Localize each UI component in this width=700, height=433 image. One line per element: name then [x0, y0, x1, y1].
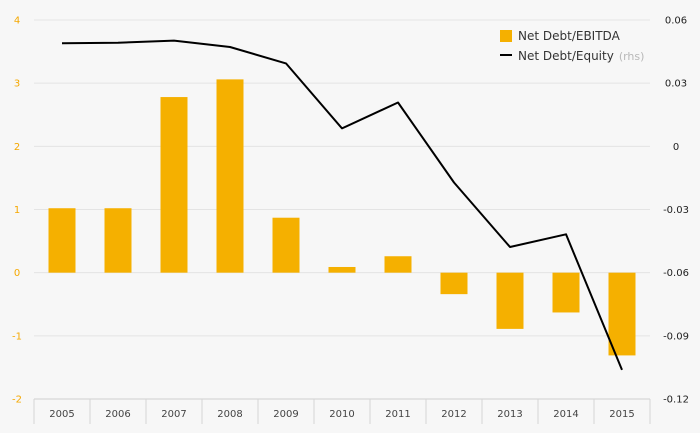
bar [104, 208, 132, 273]
y-left-tick-label: 0 [14, 268, 20, 279]
x-tick-label: 2015 [609, 409, 634, 420]
bar [552, 272, 580, 313]
bar [48, 208, 76, 273]
series-line [61, 39, 623, 371]
bar [608, 272, 636, 356]
x-tick-label: 2013 [497, 409, 522, 420]
x-tick-label: 2006 [105, 409, 130, 420]
legend-swatch-net-debt-ebitda [500, 30, 512, 42]
bar [272, 217, 300, 273]
line-series-net-debt-equity [61, 39, 623, 371]
x-tick-label: 2012 [441, 409, 466, 420]
y-right-tick-label: 0 [673, 142, 679, 153]
bar-series-net-debt-ebitda [48, 79, 636, 356]
legend-label-net-debt-ebitda: Net Debt/EBITDA [518, 29, 621, 43]
x-tick-label: 2007 [161, 409, 186, 420]
bar [160, 97, 188, 273]
x-tick-label: 2011 [385, 409, 410, 420]
y-right-tick-label: 0.03 [665, 79, 687, 90]
x-tick-label: 2014 [553, 409, 578, 420]
bar [384, 256, 412, 273]
legend-label-net-debt-equity: Net Debt/Equity (rhs) [518, 49, 644, 63]
y-right-tick-label: -0.09 [663, 331, 689, 342]
x-tick-label: 2008 [217, 409, 242, 420]
y-left-tick-label: -2 [12, 395, 22, 406]
bar [496, 272, 524, 329]
y-left-tick-label: -1 [12, 331, 22, 342]
y-left-tick-label: 1 [14, 205, 20, 216]
y-right-tick-label: -0.06 [663, 268, 689, 279]
axes: 4 3 2 1 0 -1 -2 0.06 0.03 0 -0.03 -0.06 -0.09 -0.12 20… [12, 16, 689, 424]
y-left-tick-label: 2 [14, 142, 20, 153]
gridlines [34, 19, 650, 337]
y-left-tick-label: 3 [14, 79, 20, 90]
x-tick-label: 2009 [273, 409, 298, 420]
legend: Net Debt/EBITDA Net Debt/Equity (rhs) [500, 29, 644, 63]
y-right-tick-label: 0.06 [665, 16, 687, 27]
y-left-tick-label: 4 [14, 16, 20, 27]
legend-rhs-note: (rhs) [619, 50, 645, 63]
legend-series-name: Net Debt/Equity [518, 49, 614, 63]
y-right-tick-label: -0.12 [663, 395, 689, 406]
bar [440, 272, 468, 295]
x-tick-label: 2005 [49, 409, 74, 420]
x-tick-label: 2010 [329, 409, 354, 420]
bar [328, 266, 356, 273]
y-right-tick-label: -0.03 [663, 205, 689, 216]
bar [216, 79, 244, 273]
